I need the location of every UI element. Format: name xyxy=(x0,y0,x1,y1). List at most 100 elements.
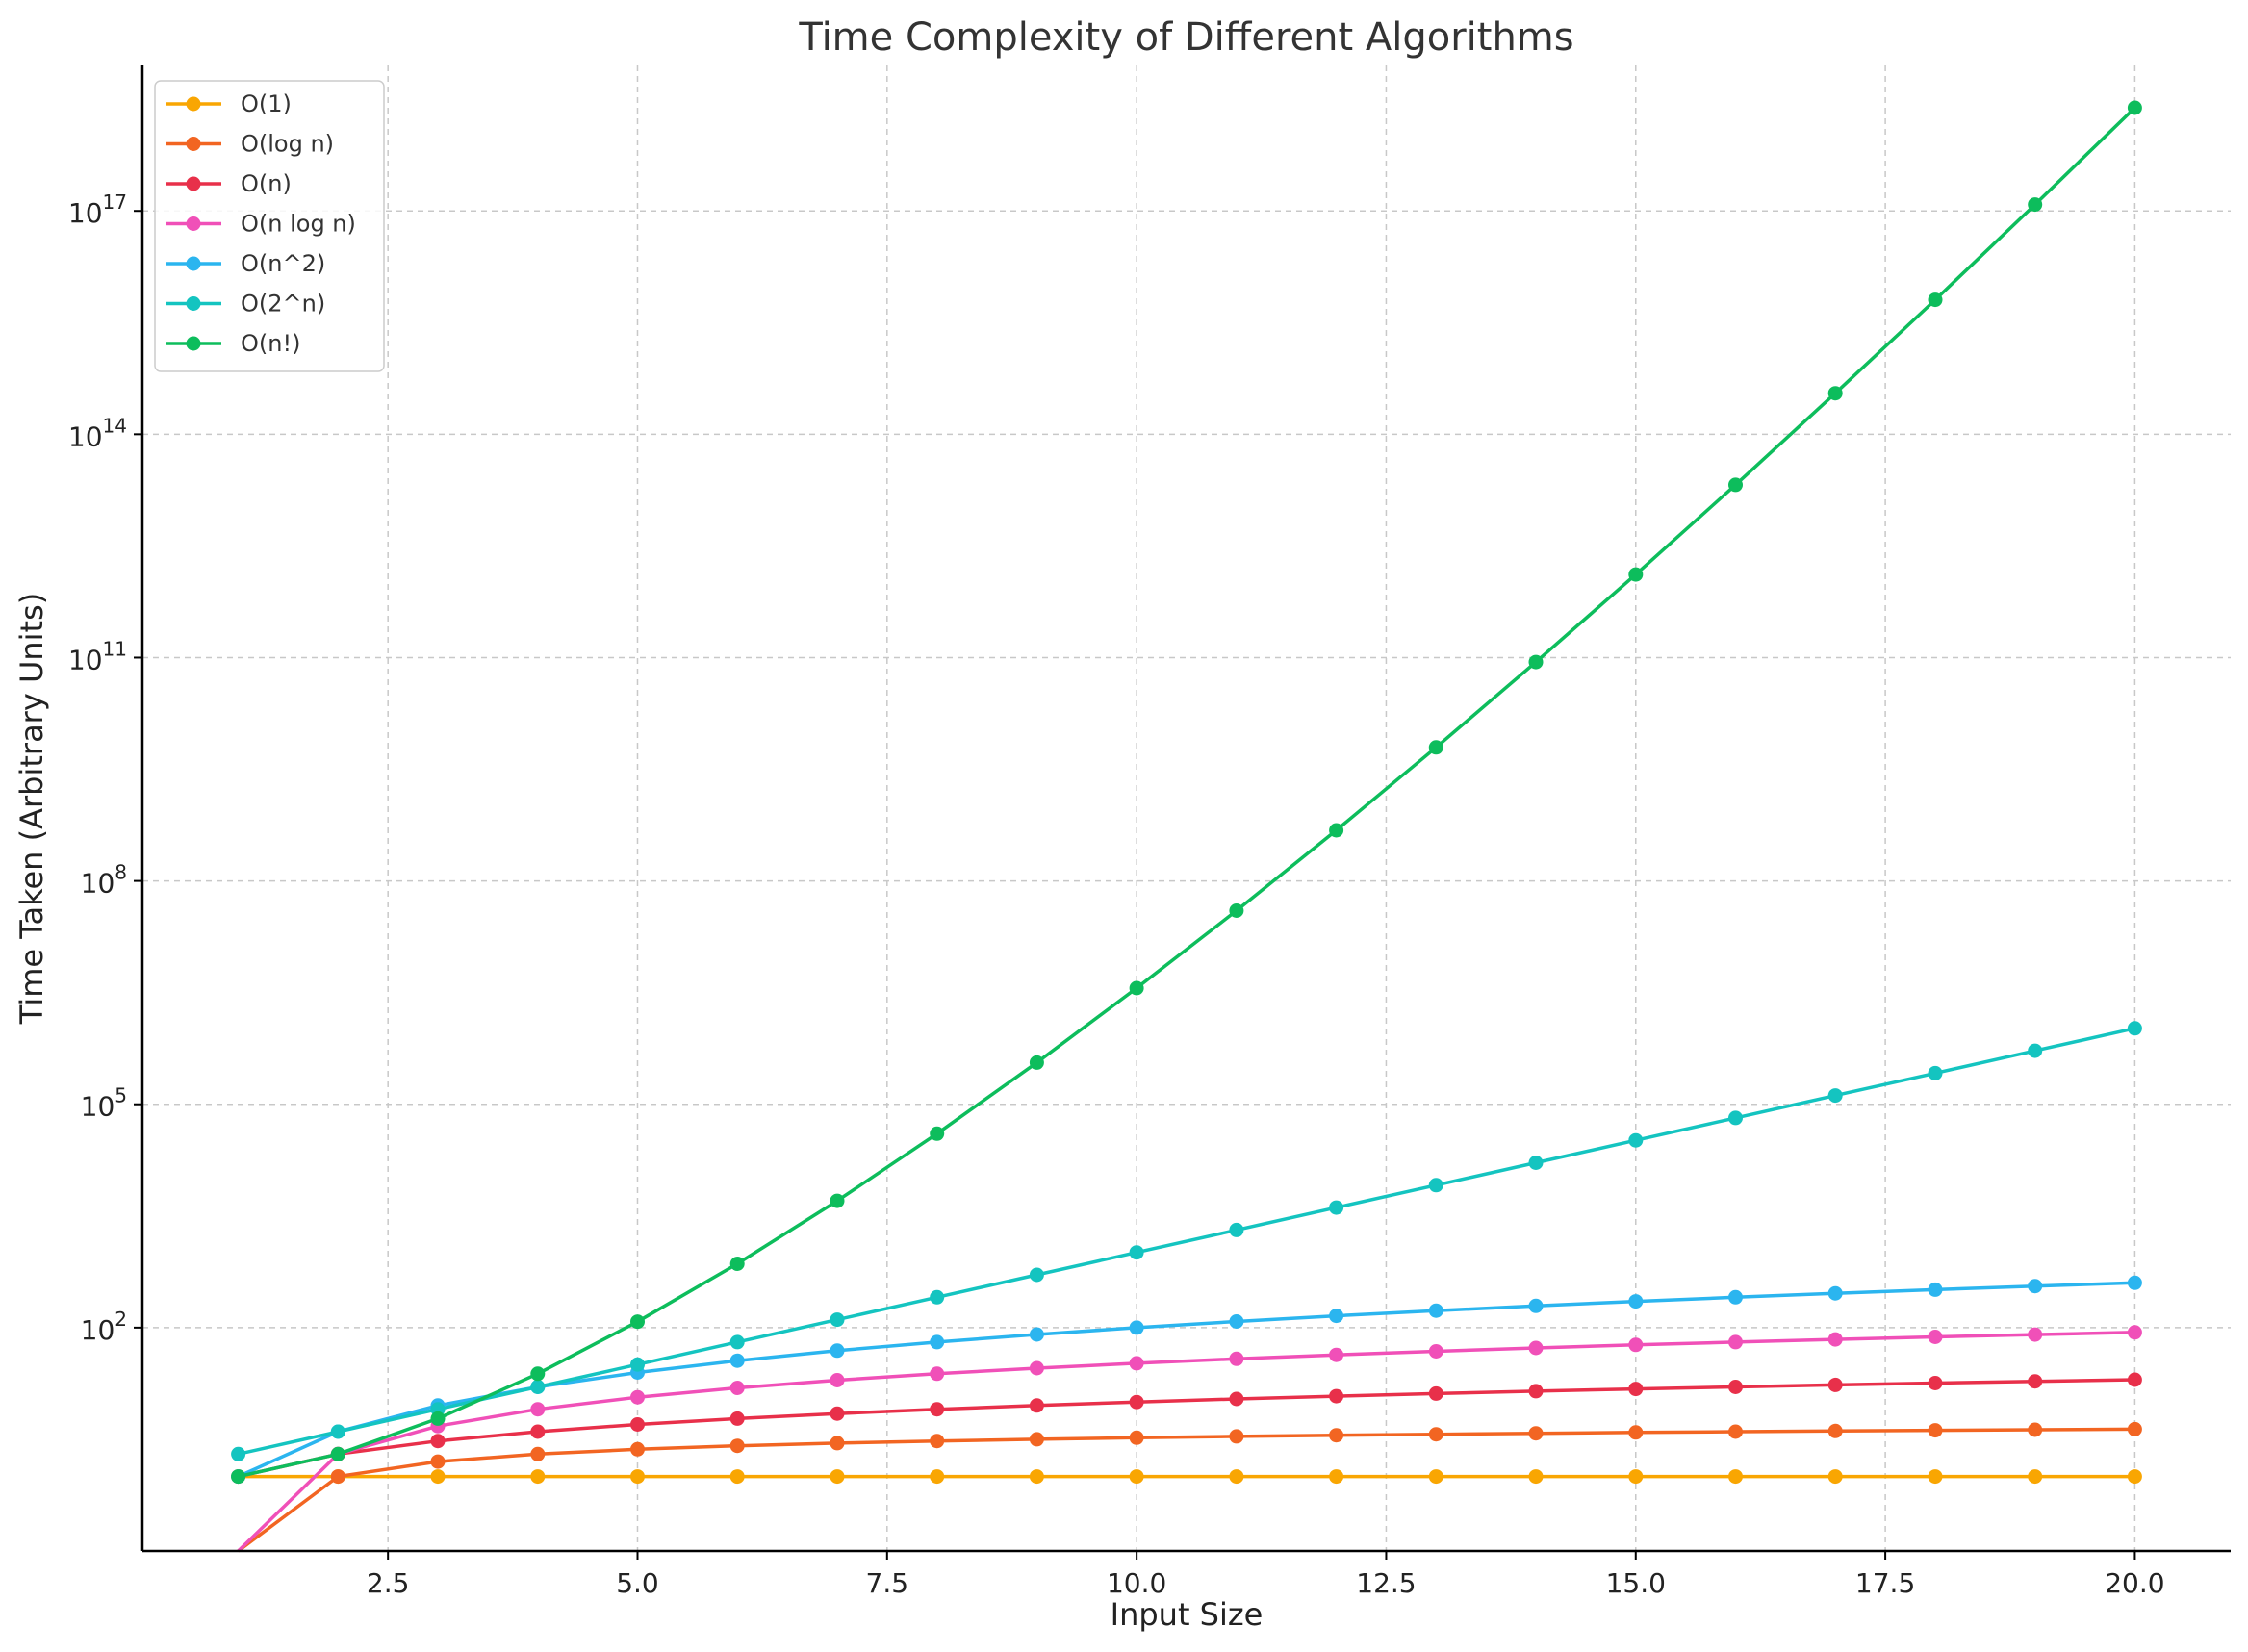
data-point xyxy=(930,1126,945,1141)
tick-labels: 2.5 5.0 7.5 10.0 12.5 15.0 17.5 20.0 102 105 108 10… xyxy=(68,191,2165,1599)
legend-label: O(1) xyxy=(241,90,292,117)
data-point xyxy=(2028,1422,2043,1437)
series-line xyxy=(238,106,2136,1479)
data-point xyxy=(1129,1320,1144,1335)
data-point xyxy=(630,1357,645,1372)
data-point xyxy=(1428,1303,1443,1318)
data-point xyxy=(1229,1391,1244,1407)
data-point xyxy=(1029,1055,1044,1070)
data-point xyxy=(1728,1469,1743,1485)
data-point xyxy=(1129,1469,1144,1485)
data-point xyxy=(1428,1427,1443,1442)
data-point xyxy=(630,1441,645,1457)
data-point xyxy=(1129,980,1144,996)
data-point xyxy=(2028,1043,2043,1058)
data-point xyxy=(1129,1245,1144,1260)
series-line xyxy=(237,1331,2135,1553)
data-point xyxy=(2127,1021,2142,1036)
series-group xyxy=(231,1021,2142,1461)
data-point xyxy=(530,1380,546,1394)
data-point xyxy=(1827,1423,1843,1438)
legend-entry: O(n!) xyxy=(166,330,300,357)
data-point xyxy=(1329,1469,1344,1485)
y-tick-label: 108 xyxy=(81,861,127,900)
series-line xyxy=(238,1027,2135,1457)
data-point xyxy=(830,1343,845,1359)
y-axis-label: Time Taken (Arbitrary Units) xyxy=(13,593,50,1025)
data-point xyxy=(2127,1275,2142,1290)
x-tick-label: 15.0 xyxy=(1606,1567,1666,1599)
data-point xyxy=(1628,1425,1644,1440)
legend-swatch-marker xyxy=(186,256,201,271)
data-point xyxy=(1229,1314,1244,1329)
x-tick-label: 17.5 xyxy=(1855,1567,1915,1599)
data-point xyxy=(2127,1469,2142,1485)
x-tick-label: 12.5 xyxy=(1356,1567,1416,1599)
data-point xyxy=(430,1454,446,1469)
data-point xyxy=(530,1469,546,1485)
data-point xyxy=(1928,1376,1943,1390)
data-point xyxy=(1329,1428,1344,1443)
data-point xyxy=(830,1312,845,1328)
data-point xyxy=(2028,1469,2043,1485)
legend-label: O(2^n) xyxy=(241,291,325,318)
series-layer xyxy=(231,100,2142,1553)
y-tick-label: 1014 xyxy=(68,414,127,452)
series-line xyxy=(237,1427,2135,1553)
data-point xyxy=(1029,1360,1044,1376)
data-point xyxy=(729,1353,745,1368)
y-tick-label: 105 xyxy=(81,1084,127,1123)
data-point xyxy=(1628,1469,1644,1485)
data-point xyxy=(1728,1110,1743,1126)
data-point xyxy=(1528,1298,1544,1313)
data-point xyxy=(2127,1325,2142,1340)
data-point xyxy=(1728,1380,1743,1394)
series-group xyxy=(231,100,2142,1485)
data-point xyxy=(1728,1424,1743,1439)
data-point xyxy=(729,1381,745,1395)
series-group xyxy=(237,1421,2142,1553)
data-point xyxy=(1129,1356,1144,1371)
data-point xyxy=(1928,1423,1943,1438)
data-point xyxy=(430,1434,446,1449)
x-tick-label: 10.0 xyxy=(1107,1567,1166,1599)
data-point xyxy=(1827,1088,1843,1104)
data-point xyxy=(2028,1374,2043,1389)
data-point xyxy=(930,1402,945,1417)
axes xyxy=(140,65,2231,1553)
data-point xyxy=(1628,1382,1644,1397)
legend-swatch-marker xyxy=(186,336,201,351)
legend-entry: O(log n) xyxy=(166,131,334,158)
data-point xyxy=(530,1402,546,1417)
data-point xyxy=(1329,1309,1344,1324)
data-point xyxy=(630,1417,645,1432)
data-point xyxy=(1428,1469,1443,1485)
legend-label: O(log n) xyxy=(241,131,334,158)
data-point xyxy=(530,1446,546,1461)
x-axis-label: Input Size xyxy=(1111,1596,1264,1633)
data-point xyxy=(729,1334,745,1350)
data-point xyxy=(1628,1337,1644,1353)
data-point xyxy=(330,1424,345,1439)
data-point xyxy=(2127,100,2142,115)
y-tick-label: 1011 xyxy=(68,637,127,675)
data-point xyxy=(2127,1421,2142,1436)
data-point xyxy=(1528,1384,1544,1399)
data-point xyxy=(430,1411,446,1426)
series-group xyxy=(231,1469,2142,1485)
data-point xyxy=(1928,1469,1943,1485)
data-point xyxy=(2028,1327,2043,1342)
data-point xyxy=(1129,1430,1144,1445)
x-tick-label: 5.0 xyxy=(616,1567,659,1599)
legend-entry: O(n) xyxy=(166,170,292,197)
data-point xyxy=(930,1366,945,1382)
data-point xyxy=(729,1469,745,1485)
legend-swatch-marker xyxy=(186,216,201,231)
data-point xyxy=(830,1193,845,1208)
series-group xyxy=(231,1275,2142,1485)
data-point xyxy=(1728,477,1743,493)
legend-label: O(n^2) xyxy=(241,250,325,277)
data-point xyxy=(1827,1285,1843,1301)
data-point xyxy=(330,1469,345,1485)
